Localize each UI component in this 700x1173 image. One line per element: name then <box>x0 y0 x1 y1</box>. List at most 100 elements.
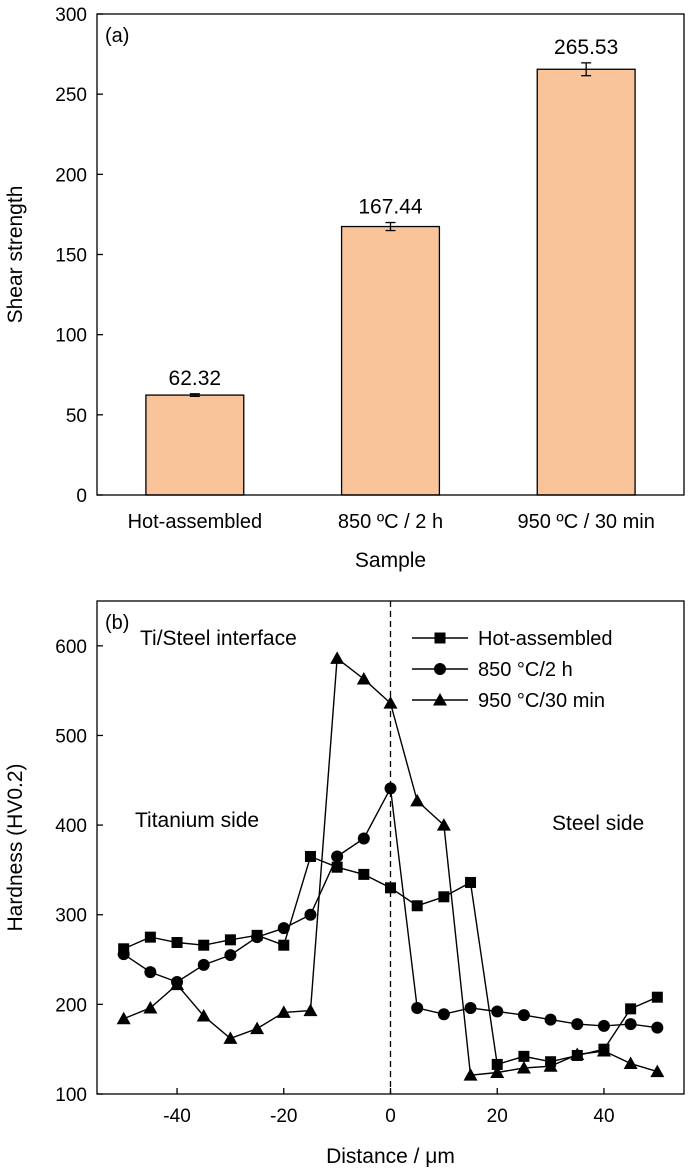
x-tick-label: 40 <box>593 1106 614 1127</box>
bar <box>536 68 636 496</box>
x-tick-label: 950 ºC / 30 min <box>517 511 654 533</box>
data-point <box>331 861 343 873</box>
data-point <box>410 793 425 807</box>
x-axis-ticks: -40 -20 0 20 40 <box>163 1088 615 1127</box>
data-point <box>570 1047 585 1061</box>
x-tick-label: 20 <box>487 1106 508 1127</box>
data-point <box>436 818 451 831</box>
data-point <box>223 1031 238 1044</box>
data-point <box>491 1058 503 1070</box>
data-point <box>278 939 290 951</box>
y-tick-label: 400 <box>55 816 87 837</box>
bar <box>145 394 245 496</box>
data-point <box>544 1013 557 1026</box>
data-point <box>411 1001 424 1014</box>
y-tick-label: 100 <box>55 1085 87 1106</box>
annotation-titanium-side: Titanium side <box>135 809 259 832</box>
data-point <box>224 949 237 962</box>
data-point <box>250 1021 265 1035</box>
error-bars-group <box>189 62 592 398</box>
data-point <box>358 868 370 880</box>
data-point <box>330 651 345 664</box>
legend: Hot-assembled 850 °C/2 h 950 °C/30 min <box>412 628 613 712</box>
data-point <box>251 931 264 944</box>
data-point <box>224 934 236 946</box>
x-tick-label: 0 <box>385 1106 396 1127</box>
y-axis-label: Hardness (HV0.2) <box>4 763 27 931</box>
annotation-interface: Ti/Steel interface <box>140 627 297 650</box>
data-point <box>116 1011 131 1025</box>
y-tick-label: 300 <box>55 5 87 26</box>
data-point <box>304 908 317 921</box>
data-point <box>625 1003 637 1015</box>
data-point <box>144 966 157 979</box>
x-tick-label: -40 <box>163 1106 190 1127</box>
y-tick-label: 150 <box>55 246 87 267</box>
y-tick-label: 0 <box>76 486 87 507</box>
data-point <box>144 931 156 943</box>
legend-marker <box>434 632 446 644</box>
data-point <box>198 939 210 951</box>
data-point <box>623 1056 638 1070</box>
data-point <box>356 671 371 685</box>
legend-marker <box>434 663 446 675</box>
data-point <box>304 850 316 862</box>
bar <box>340 225 441 496</box>
data-point <box>571 1018 584 1031</box>
bar-value-label: 62.32 <box>169 367 222 390</box>
y-tick-label: 200 <box>55 165 87 186</box>
data-point <box>437 1008 450 1021</box>
data-point <box>597 1019 610 1032</box>
y-axis-ticks: 0 50 100 150 200 250 300 <box>55 5 103 507</box>
data-point <box>117 948 130 961</box>
data-point <box>650 1064 665 1078</box>
data-point <box>516 1061 531 1074</box>
y-tick-label: 250 <box>55 85 87 106</box>
data-point <box>651 991 663 1003</box>
data-point <box>463 1068 478 1081</box>
value-labels-group: 62.32 167.44 265.53 <box>169 36 619 390</box>
data-point <box>303 1003 318 1017</box>
legend-marker <box>433 693 447 706</box>
bars-group <box>145 68 636 496</box>
data-point <box>518 1050 530 1062</box>
legend-label: 850 °C/2 h <box>478 659 573 681</box>
series-markers-group <box>116 651 665 1081</box>
y-axis-ticks: 100 200 300 400 500 600 <box>55 637 103 1106</box>
data-point <box>624 1018 637 1031</box>
data-point <box>385 882 396 894</box>
x-axis-label: Distance / μm <box>326 1145 455 1168</box>
data-point <box>197 958 210 971</box>
data-point <box>331 850 344 863</box>
data-point <box>411 900 423 912</box>
annotation-steel-side: Steel side <box>552 812 644 835</box>
y-tick-label: 100 <box>55 326 87 347</box>
data-point <box>170 977 185 991</box>
y-tick-label: 500 <box>55 726 87 747</box>
panel-a-shear-strength-chart: 62.32 167.44 265.53 0 50 100 150 200 250 300 Hot… <box>4 5 685 572</box>
data-point <box>357 832 370 845</box>
data-point <box>543 1059 558 1072</box>
bar-value-label: 167.44 <box>358 196 423 219</box>
y-tick-label: 200 <box>55 995 87 1016</box>
data-point <box>596 1043 611 1057</box>
x-tick-label: -20 <box>270 1106 297 1127</box>
legend-label: Hot-assembled <box>478 628 613 650</box>
data-point <box>651 1021 664 1034</box>
data-point <box>383 696 398 709</box>
data-point <box>465 876 477 888</box>
panel-label: (a) <box>105 25 129 47</box>
x-axis-ticks: Hot-assembled 850 ºC / 2 h 950 ºC / 30 min <box>128 511 655 533</box>
data-point <box>438 891 450 903</box>
y-axis-label: Shear strength <box>4 186 27 324</box>
bar-value-label: 265.53 <box>554 36 618 59</box>
data-point <box>196 1009 211 1022</box>
x-tick-label: Hot-assembled <box>128 511 263 533</box>
y-tick-label: 50 <box>66 406 87 427</box>
legend-label: 950 °C/30 min <box>478 690 605 712</box>
data-point <box>490 1065 505 1078</box>
data-point <box>171 937 183 949</box>
data-point <box>277 922 290 935</box>
data-point <box>276 1005 291 1018</box>
